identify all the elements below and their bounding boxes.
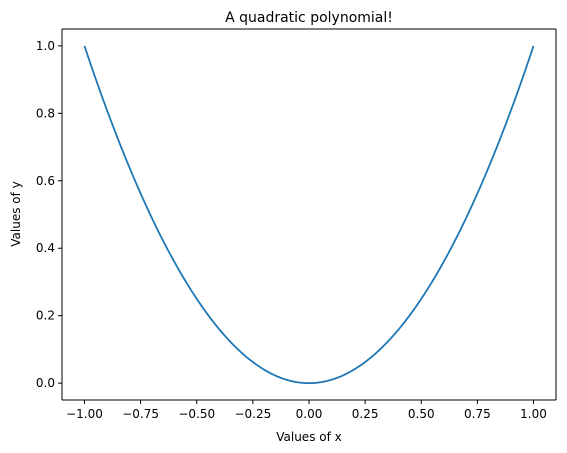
y-tick-label: 0.8 bbox=[36, 106, 55, 120]
x-tick-label: −1.00 bbox=[66, 407, 103, 421]
x-tick-label: −0.75 bbox=[122, 407, 159, 421]
x-tick-label: 0.25 bbox=[352, 407, 379, 421]
y-tick-label: 1.0 bbox=[36, 39, 55, 53]
y-tick-label: 0.6 bbox=[36, 174, 55, 188]
chart-title: A quadratic polynomial! bbox=[225, 10, 393, 26]
x-tick-label: 1.00 bbox=[520, 407, 547, 421]
y-tick-label: 0.4 bbox=[36, 241, 55, 255]
x-axis-title: Values of x bbox=[276, 430, 342, 444]
x-tick-label: 0.00 bbox=[296, 407, 323, 421]
y-tick-label: 0.2 bbox=[36, 309, 55, 323]
x-tick-label: 0.50 bbox=[408, 407, 435, 421]
series-line-0 bbox=[83, 45, 535, 385]
x-tick-label: −0.25 bbox=[234, 407, 271, 421]
plot-area: −1.00 −0.75 −0.50 −0.25 0.00 0.25 0.50 0.75 1.00… bbox=[36, 28, 557, 421]
y-axis-title: Values of y bbox=[9, 181, 23, 247]
y-tick-label: 0.0 bbox=[36, 376, 55, 390]
x-tick-label: −0.50 bbox=[178, 407, 215, 421]
x-tick-label: 0.75 bbox=[464, 407, 491, 421]
